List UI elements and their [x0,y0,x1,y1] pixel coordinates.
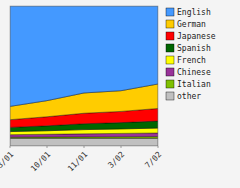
x-tick-label: 11/01 [66,150,90,174]
x-tick-label: 3/02 [106,150,126,170]
x-tick [158,146,159,148]
area [10,6,158,106]
legend: English German Japanese Spanish French Chines… [166,8,216,101]
x-tick [47,146,48,148]
x-tick [121,146,122,148]
x-tick-label: 10/01 [29,150,53,174]
legend-swatch [166,56,174,64]
areas [10,6,158,146]
plot-frame [10,6,158,146]
plot-background [10,6,158,146]
legend-label: Chinese [177,68,211,77]
legend-swatch [166,32,174,40]
legend-swatch [166,92,174,100]
x-tick [10,146,11,148]
legend-label: Japanese [177,32,216,41]
legend-label: Spanish [177,44,211,53]
legend-label: other [177,92,201,101]
x-tick-label: 7/02 [143,150,163,170]
x-tick [84,146,85,148]
legend-swatch [166,80,174,88]
legend-swatch [166,68,174,76]
legend-swatch [166,44,174,52]
legend-label: Italian [177,80,211,89]
legend-label: German [177,20,206,29]
legend-swatch [166,20,174,28]
legend-label: English [177,8,211,17]
legend-label: French [177,56,206,65]
x-tick-label: 3/01 [0,150,15,170]
chart: 3/01 10/01 11/01 3/02 7/02 English German Japan… [0,0,240,188]
area [10,138,158,146]
legend-swatch [166,8,174,16]
